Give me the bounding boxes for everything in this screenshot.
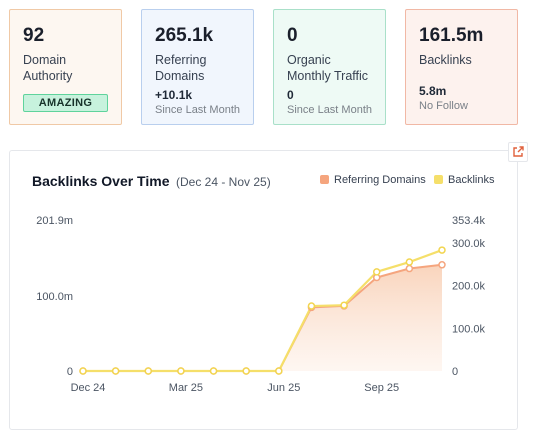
organic-traffic-label: Organic Monthly Traffic bbox=[287, 53, 369, 83]
legend-swatch-referring bbox=[320, 175, 329, 184]
right-axis-tick: 0 bbox=[452, 366, 458, 378]
referring-domains-value: 265.1k bbox=[155, 25, 214, 46]
legend-label-referring: Referring Domains bbox=[334, 174, 426, 186]
referring-domains-point bbox=[438, 261, 446, 269]
backlinks-nofollow-label: No Follow bbox=[419, 100, 468, 112]
right-axis-tick: 200.0k bbox=[452, 281, 486, 293]
backlinks-point bbox=[340, 301, 348, 309]
right-axis-tick: 353.4k bbox=[452, 215, 486, 227]
backlinks-point bbox=[144, 367, 153, 375]
legend-swatch-backlinks bbox=[434, 175, 443, 184]
x-axis-tick: Dec 24 bbox=[71, 382, 106, 394]
organic-traffic-value: 0 bbox=[287, 25, 298, 46]
backlinks-line bbox=[83, 249, 443, 373]
backlinks-nofollow-value: 5.8m bbox=[419, 84, 447, 98]
legend-backlinks[interactable]: Backlinks bbox=[434, 174, 494, 186]
organic-traffic-since: Since Last Month bbox=[287, 104, 372, 116]
referring-domains-since: Since Last Month bbox=[155, 104, 240, 116]
left-axis-tick: 201.9m bbox=[36, 215, 73, 227]
backlinks-point bbox=[177, 367, 185, 375]
backlinks-point bbox=[372, 268, 381, 276]
referring-domains-area bbox=[83, 264, 442, 371]
legend-label-backlinks: Backlinks bbox=[448, 174, 495, 186]
left-axis-tick: 0 bbox=[67, 366, 73, 378]
backlinks-point bbox=[275, 367, 283, 375]
backlinks-label: Backlinks bbox=[419, 53, 472, 67]
referring-domains-card: 265.1k Referring Domains +10.1k Since La… bbox=[141, 9, 254, 125]
referring-domains-point bbox=[405, 264, 414, 273]
referring-domains-change: +10.1k bbox=[155, 88, 193, 102]
rating-badge: AMAZING bbox=[23, 94, 108, 112]
backlinks-point bbox=[307, 302, 316, 310]
x-axis-tick: Sep 25 bbox=[364, 382, 399, 394]
backlinks-point bbox=[79, 367, 87, 375]
backlinks-value: 161.5m bbox=[419, 25, 484, 46]
left-axis-tick: 100.0m bbox=[36, 291, 73, 303]
organic-traffic-card: 0 Organic Monthly Traffic 0 Since Last M… bbox=[273, 9, 386, 125]
x-axis-tick: Jun 25 bbox=[267, 382, 300, 394]
backlinks-point bbox=[242, 367, 250, 375]
backlinks-point bbox=[405, 258, 414, 266]
referring-domains-label: Referring Domains bbox=[155, 53, 207, 83]
chart-date-range: (Dec 24 - Nov 25) bbox=[176, 175, 271, 189]
chart-title: Backlinks Over Time bbox=[32, 173, 170, 189]
domain-authority-label: Domain Authority bbox=[23, 53, 73, 83]
legend-referring-domains[interactable]: Referring Domains bbox=[320, 174, 426, 186]
external-link-icon bbox=[513, 146, 524, 157]
external-link-button[interactable] bbox=[508, 142, 528, 162]
chart-plot: 201.9m 100.0m 0 353.4k 300.0k 200.0k 100.0k 0 De… bbox=[36, 215, 486, 394]
backlinks-card: 161.5m Backlinks 5.8m No Follow bbox=[405, 9, 518, 125]
domain-authority-card: 92 Domain Authority AMAZING bbox=[9, 9, 122, 125]
organic-traffic-change: 0 bbox=[287, 88, 294, 102]
backlinks-point bbox=[438, 246, 446, 254]
right-axis-tick: 100.0k bbox=[452, 323, 486, 335]
backlinks-point bbox=[209, 367, 218, 375]
right-axis-tick: 300.0k bbox=[452, 238, 486, 250]
x-axis-tick: Mar 25 bbox=[169, 382, 203, 394]
backlinks-point bbox=[111, 367, 120, 375]
domain-authority-value: 92 bbox=[23, 25, 45, 46]
